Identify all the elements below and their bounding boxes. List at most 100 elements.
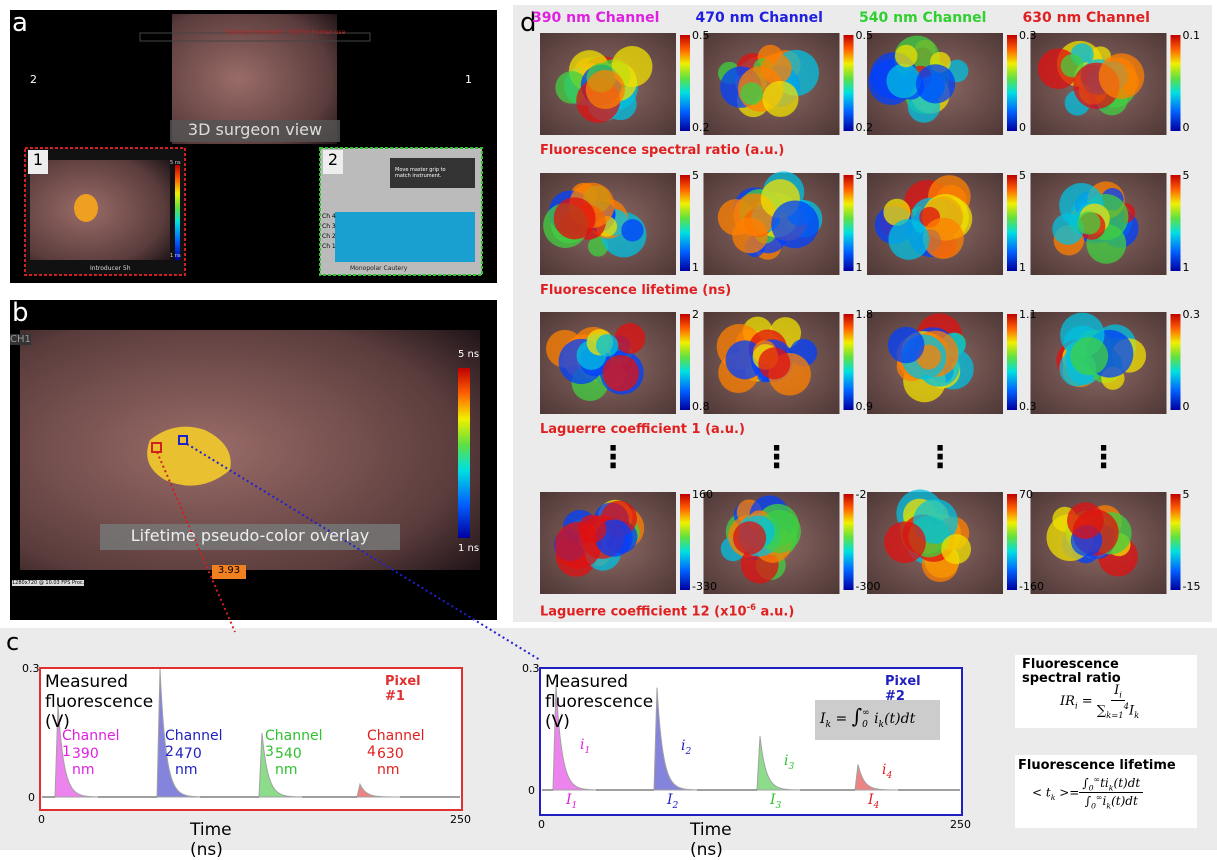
heatmap-patch xyxy=(621,219,643,241)
y-tick-label: 0.3 xyxy=(22,662,40,675)
ellipsis: ⋮ xyxy=(762,440,792,475)
colorbar xyxy=(844,175,854,271)
heatmap-patch xyxy=(758,347,790,379)
colorbar xyxy=(1007,35,1017,131)
colorbar xyxy=(1171,35,1181,131)
panel-label: b xyxy=(12,298,29,328)
f: ti xyxy=(1100,776,1109,790)
channel-label: Ch 4 xyxy=(322,212,336,222)
f: 0 xyxy=(1091,802,1096,811)
heatmap-patch xyxy=(895,45,918,68)
ellipsis: ⋮ xyxy=(1089,440,1119,475)
colorbar-max: 0.5 xyxy=(856,29,874,42)
panel-b-colorbar xyxy=(458,368,470,538)
heatmap-patch xyxy=(886,64,920,98)
integral-label: I1 xyxy=(566,792,577,811)
integral-label: I2 xyxy=(667,792,678,811)
colorbar-min: 0 xyxy=(1183,400,1190,413)
inset-1-min: 1 ns xyxy=(170,253,181,259)
f: ∑ xyxy=(1097,703,1106,718)
f: >= xyxy=(1055,785,1079,799)
x-tick-label: 250 xyxy=(450,813,471,826)
colorbar-max: 160 xyxy=(692,488,713,501)
colorbar-max: 5 xyxy=(1183,488,1190,501)
channel-wavelength: 540 nm xyxy=(275,746,302,778)
row-title-text: Laguerre coefficient 1 (a.u.) xyxy=(540,422,745,437)
colorbar-min: 1 xyxy=(1019,261,1026,274)
panel-label: c xyxy=(6,628,19,656)
colorbar-max: 1.1 xyxy=(1019,308,1037,321)
colorbar xyxy=(680,35,690,131)
colorbar-max: 0.1 xyxy=(1183,29,1201,42)
colorbar-min: -15 xyxy=(1183,580,1201,593)
integral-formula: Ik = ∫∞0 ik(t)dt xyxy=(820,704,915,731)
heatmap-patch xyxy=(771,200,819,248)
colorbar-min: 1 xyxy=(692,261,699,274)
inset-1-number: 1 xyxy=(28,150,48,174)
x-tick-label: 0 xyxy=(38,813,45,826)
y-tick-label: 0 xyxy=(528,784,535,797)
colorbar-min: 0 xyxy=(1183,121,1190,134)
f: 0 xyxy=(862,719,870,731)
label-sub: 3 xyxy=(788,762,794,772)
row-title: Laguerre coefficient 1 (a.u.) xyxy=(540,422,745,437)
ellipsis: ⋮ xyxy=(925,440,955,475)
colorbar xyxy=(1171,175,1181,271)
y-tick-label: 0.3 xyxy=(522,662,540,675)
channel-label: Ch 2 xyxy=(322,232,336,242)
row-title: Fluorescence spectral ratio (a.u.) xyxy=(540,143,784,158)
f: < t xyxy=(1032,785,1051,799)
x-tick-label: 250 xyxy=(950,818,971,831)
colorbar-max: 5 xyxy=(692,169,699,182)
colorbar-max: 0.3 xyxy=(1183,308,1201,321)
channel-label: Ch 3 xyxy=(322,222,336,232)
channel: CH1 xyxy=(10,334,31,345)
inset-1-image xyxy=(30,160,170,260)
panel-label: a xyxy=(12,8,28,38)
heatmap-patch xyxy=(941,534,971,564)
pixel-label: Pixel #1 xyxy=(385,674,421,704)
heatmap-patch xyxy=(1077,211,1100,234)
decay-label: i2 xyxy=(681,738,691,757)
colorbar-min: 1 xyxy=(1183,261,1190,274)
row-title-text: Fluorescence spectral ratio (a.u.) xyxy=(540,143,784,158)
left-marker: 2 xyxy=(30,73,37,86)
readout: 3.93 xyxy=(212,565,246,576)
row-title: Fluorescence lifetime (ns) xyxy=(540,283,731,298)
f: ∞ xyxy=(862,707,870,719)
ratio-title: Fluorescence spectral ratio xyxy=(1022,658,1122,686)
inset-2-channels: Ch 4Ch 3Ch 2Ch 1 xyxy=(322,212,336,252)
f: ∫ xyxy=(852,704,862,728)
colorbar xyxy=(1171,314,1181,410)
colorbar-min: 0.9 xyxy=(856,400,874,413)
channel-header: 390 nm Channel xyxy=(532,10,659,26)
x-axis-label: Time (ns) xyxy=(690,820,732,860)
pixel-label: Pixel #2 xyxy=(885,674,921,704)
overlay-label: Lifetime pseudo-color overlay xyxy=(100,526,400,545)
x-tick-label: 0 xyxy=(538,818,545,831)
f: k xyxy=(1134,710,1139,720)
channel-label: Ch 1 xyxy=(322,242,336,252)
heatmap-patch xyxy=(884,521,926,563)
colorbar-min: 1 xyxy=(856,261,863,274)
colorbar xyxy=(680,494,690,590)
colorbar-max: 70 xyxy=(1019,488,1033,501)
decay-label: i1 xyxy=(580,737,590,756)
f: k=1 xyxy=(1106,710,1124,720)
heatmap-patch xyxy=(1099,53,1145,99)
status: 1280x720 @ 10.03 FPS Proc. xyxy=(12,580,84,586)
colorbar xyxy=(1007,314,1017,410)
channel-header: 540 nm Channel xyxy=(859,10,986,26)
channel-wavelength: 390 nm xyxy=(72,746,99,778)
channel-header: 470 nm Channel xyxy=(696,10,823,26)
label-sub: 1 xyxy=(572,801,578,811)
view-label: 3D surgeon view xyxy=(170,120,340,139)
decay-label: i4 xyxy=(882,762,892,781)
heatmap-patch xyxy=(888,327,924,363)
heatmap-patch xyxy=(615,323,646,354)
heatmap-patch xyxy=(762,81,798,117)
right-marker: 1 xyxy=(465,73,472,86)
warning: Training Instrument - Not for human use xyxy=(170,29,400,36)
plot-title: Measured fluorescence (V) xyxy=(545,672,653,732)
colorbar-min: -300 xyxy=(856,580,881,593)
